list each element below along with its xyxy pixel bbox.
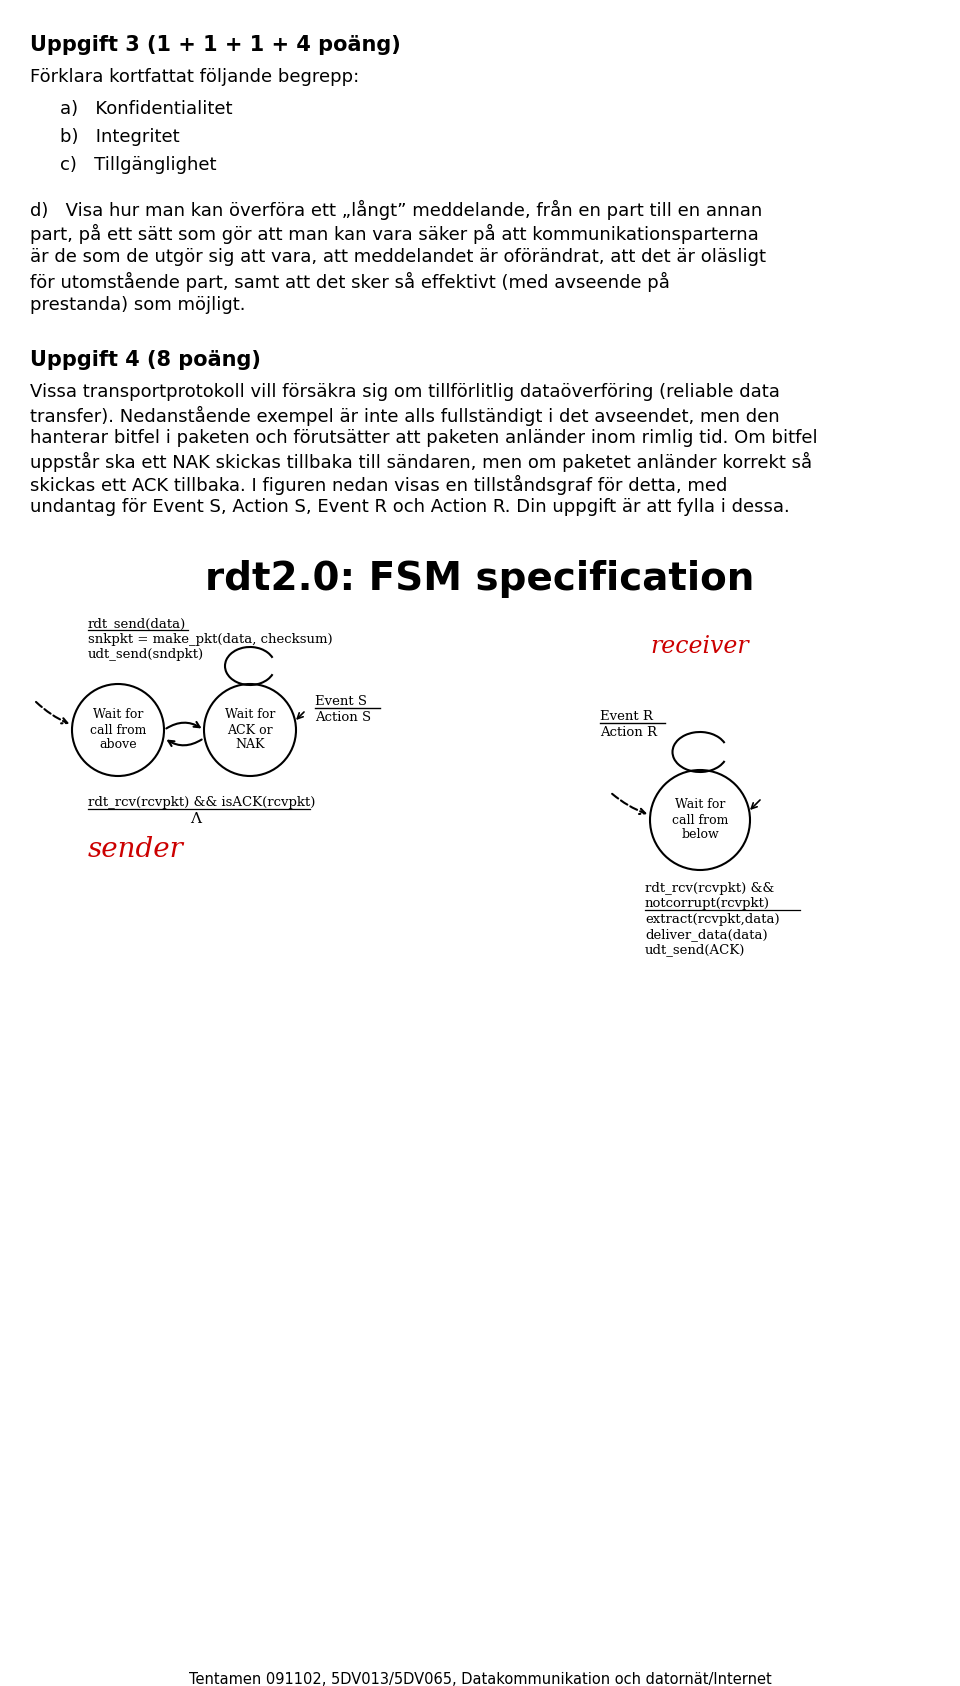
Text: d)   Visa hur man kan överföra ett „långt” meddelande, från en part till en anna: d) Visa hur man kan överföra ett „långt”…: [30, 201, 762, 221]
Text: Event S: Event S: [315, 695, 367, 708]
Text: uppstår ska ett NAK skickas tillbaka till sändaren, men om paketet anländer korr: uppstår ska ett NAK skickas tillbaka til…: [30, 452, 812, 472]
Text: b)   Integritet: b) Integritet: [60, 128, 180, 147]
Text: rdt_rcv(rcvpkt) &&: rdt_rcv(rcvpkt) &&: [645, 882, 775, 895]
Text: transfer). Nedanstående exempel är inte alls fullständigt i det avseendet, men d: transfer). Nedanstående exempel är inte …: [30, 406, 780, 427]
Text: Action S: Action S: [315, 711, 372, 723]
Text: notcorrupt(rcvpkt): notcorrupt(rcvpkt): [645, 897, 770, 910]
Text: part, på ett sätt som gör att man kan vara säker på att kommunikationsparterna: part, på ett sätt som gör att man kan va…: [30, 224, 758, 244]
Text: för utomstående part, samt att det sker så effektivt (med avseende på: för utomstående part, samt att det sker …: [30, 271, 670, 292]
Text: Event R: Event R: [600, 710, 653, 723]
Text: rdt_rcv(rcvpkt) && isACK(rcvpkt): rdt_rcv(rcvpkt) && isACK(rcvpkt): [88, 796, 316, 809]
Text: extract(rcvpkt,data): extract(rcvpkt,data): [645, 914, 780, 926]
Text: Wait for
ACK or
NAK: Wait for ACK or NAK: [225, 708, 276, 752]
Text: udt_send(sndpkt): udt_send(sndpkt): [88, 647, 204, 661]
Text: deliver_data(data): deliver_data(data): [645, 927, 768, 941]
Text: Uppgift 3 (1 + 1 + 1 + 4 poäng): Uppgift 3 (1 + 1 + 1 + 4 poäng): [30, 35, 400, 56]
Text: Vissa transportprotokoll vill försäkra sig om tillförlitlig dataöverföring (reli: Vissa transportprotokoll vill försäkra s…: [30, 383, 780, 401]
Text: skickas ett ACK tillbaka. I figuren nedan visas en tillståndsgraf för detta, med: skickas ett ACK tillbaka. I figuren neda…: [30, 475, 728, 496]
Text: Wait for
call from
above: Wait for call from above: [90, 708, 146, 752]
Text: är de som de utgör sig att vara, att meddelandet är oförändrat, att det är oläsl: är de som de utgör sig att vara, att med…: [30, 248, 766, 266]
Text: receiver: receiver: [650, 636, 749, 658]
Text: prestanda) som möjligt.: prestanda) som möjligt.: [30, 297, 246, 314]
Text: Wait for
call from
below: Wait for call from below: [672, 799, 729, 841]
Text: undantag för Event S, Action S, Event R och Action R. Din uppgift är att fylla i: undantag för Event S, Action S, Event R …: [30, 497, 790, 516]
Text: c)   Tillgänglighet: c) Tillgänglighet: [60, 157, 217, 174]
Text: snkpkt = make_pkt(data, checksum): snkpkt = make_pkt(data, checksum): [88, 632, 332, 646]
Text: hanterar bitfel i paketen och förutsätter att paketen anländer inom rimlig tid. : hanterar bitfel i paketen och förutsätte…: [30, 428, 818, 447]
Text: a)   Konfidentialitet: a) Konfidentialitet: [60, 99, 232, 118]
Text: Förklara kortfattat följande begrepp:: Förklara kortfattat följande begrepp:: [30, 67, 359, 86]
Text: sender: sender: [88, 836, 184, 863]
Text: rdt_send(data): rdt_send(data): [88, 617, 186, 631]
Text: Tentamen 091102, 5DV013/5DV065, Datakommunikation och datornät/Internet: Tentamen 091102, 5DV013/5DV065, Datakomm…: [188, 1673, 772, 1686]
Text: udt_send(ACK): udt_send(ACK): [645, 942, 745, 956]
Text: Uppgift 4 (8 poäng): Uppgift 4 (8 poäng): [30, 351, 261, 369]
Text: Action R: Action R: [600, 727, 657, 738]
Text: rdt2.0: FSM specification: rdt2.0: FSM specification: [205, 560, 755, 599]
Text: Λ: Λ: [190, 813, 202, 826]
